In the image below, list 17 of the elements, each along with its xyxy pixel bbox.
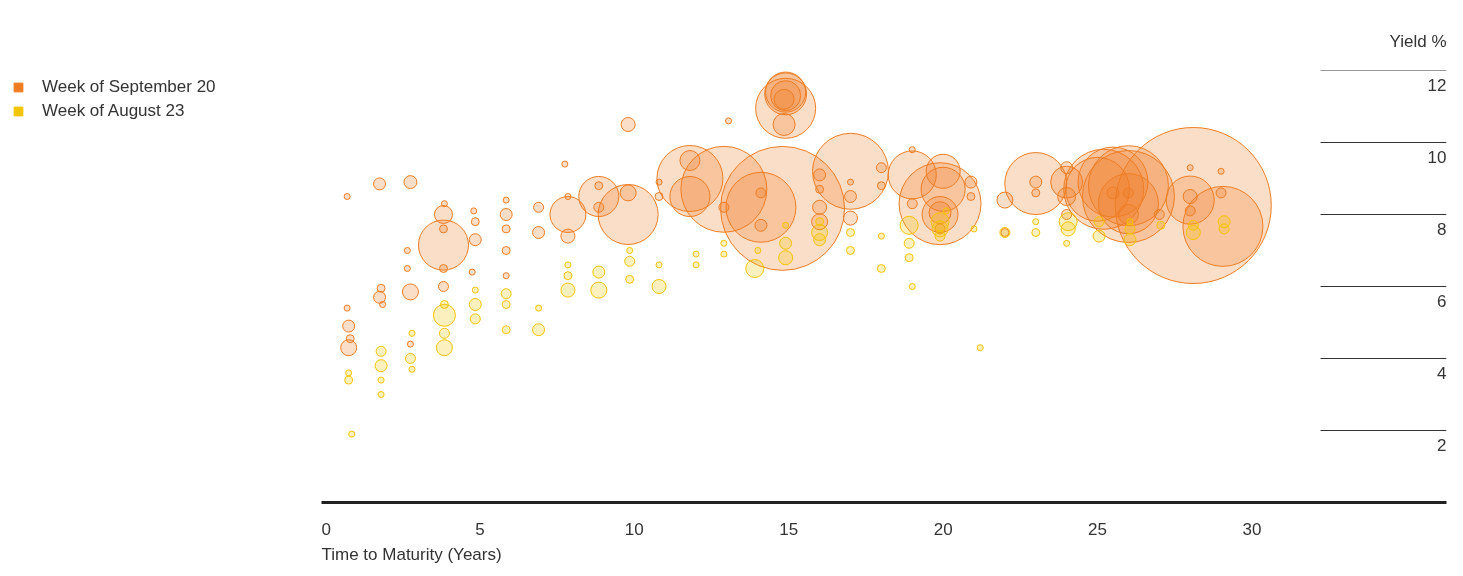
x-tick-label: 5 [475, 519, 485, 539]
x-tick-label: 25 [1088, 519, 1108, 539]
x-tick-label: 15 [779, 519, 799, 539]
legend-label: Week of August 23 [42, 101, 185, 121]
y-tick-label: 2 [1437, 435, 1447, 455]
y-tick-label: 8 [1437, 219, 1447, 239]
y-axis-title: Yield % [1389, 31, 1447, 51]
x-axis-title: Time to Maturity (Years) [321, 544, 502, 564]
x-tick-label: 30 [1242, 519, 1262, 539]
x-tick-label: 0 [321, 519, 331, 539]
x-tick-label: 10 [624, 519, 644, 539]
x-tick-label: 20 [933, 519, 953, 539]
y-tick-label: 10 [1427, 147, 1447, 167]
y-tick-label: 12 [1427, 75, 1447, 95]
y-tick-label: 4 [1437, 363, 1447, 383]
legend-label: Week of September 20 [42, 77, 216, 97]
y-tick-label: 6 [1437, 291, 1447, 311]
